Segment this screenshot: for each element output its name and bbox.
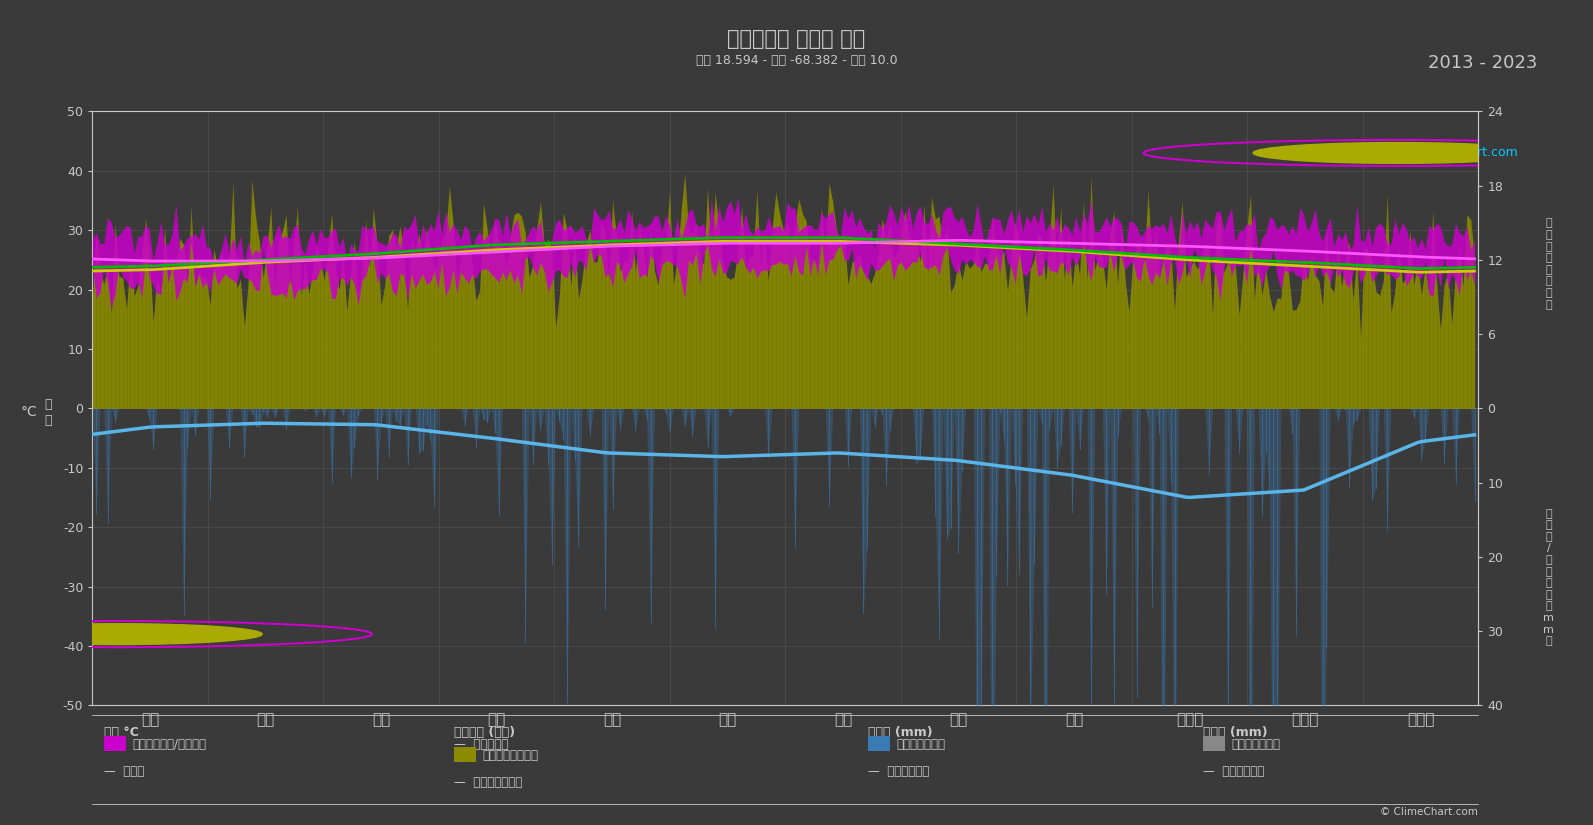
Text: ClimeChart.com: ClimeChart.com [132,628,242,640]
Text: 気温 °C: 気温 °C [104,726,139,739]
Text: °C: °C [21,406,37,419]
Text: 降雪量 (mm): 降雪量 (mm) [1203,726,1268,739]
Text: 2013 - 2023: 2013 - 2023 [1427,54,1537,72]
Text: 降
雨
量
/
最
降
雪
量
（
m
m
）: 降 雨 量 / 最 降 雪 量 （ m m ） [1544,509,1553,646]
Text: —  月平均: — 月平均 [104,765,143,778]
Text: —  月平均日照時間: — 月平均日照時間 [454,776,523,789]
Text: ClimeChart.com: ClimeChart.com [1410,147,1518,159]
Text: 日ごとの日照時間: 日ごとの日照時間 [483,749,538,762]
Text: 降雨量 (mm): 降雨量 (mm) [868,726,933,739]
Text: 温
度: 温 度 [45,398,51,427]
Text: 日ごとの降雪量: 日ごとの降雪量 [1231,738,1281,751]
Text: の気候変動 ブンタ カナ: の気候変動 ブンタ カナ [728,29,865,49]
Ellipse shape [1254,143,1542,163]
Text: 日ごとの降雨量: 日ごとの降雨量 [897,738,946,751]
Text: 日
照
時
間
（
時
間
）: 日 照 時 間 （ 時 間 ） [1545,219,1552,309]
Ellipse shape [0,624,263,644]
Text: 日照時間 (時間): 日照時間 (時間) [454,726,515,739]
Text: —  月平均降雨量: — 月平均降雨量 [868,765,929,778]
Text: —  日中の時間: — 日中の時間 [454,738,508,751]
Text: 緯度 18.594 - 経度 -68.382 - 標高 10.0: 緯度 18.594 - 経度 -68.382 - 標高 10.0 [696,54,897,67]
Text: 日ごとの最小/最大範囲: 日ごとの最小/最大範囲 [132,738,205,751]
Text: © ClimeChart.com: © ClimeChart.com [1381,807,1478,817]
Text: —  月平均降雪量: — 月平均降雪量 [1203,765,1263,778]
